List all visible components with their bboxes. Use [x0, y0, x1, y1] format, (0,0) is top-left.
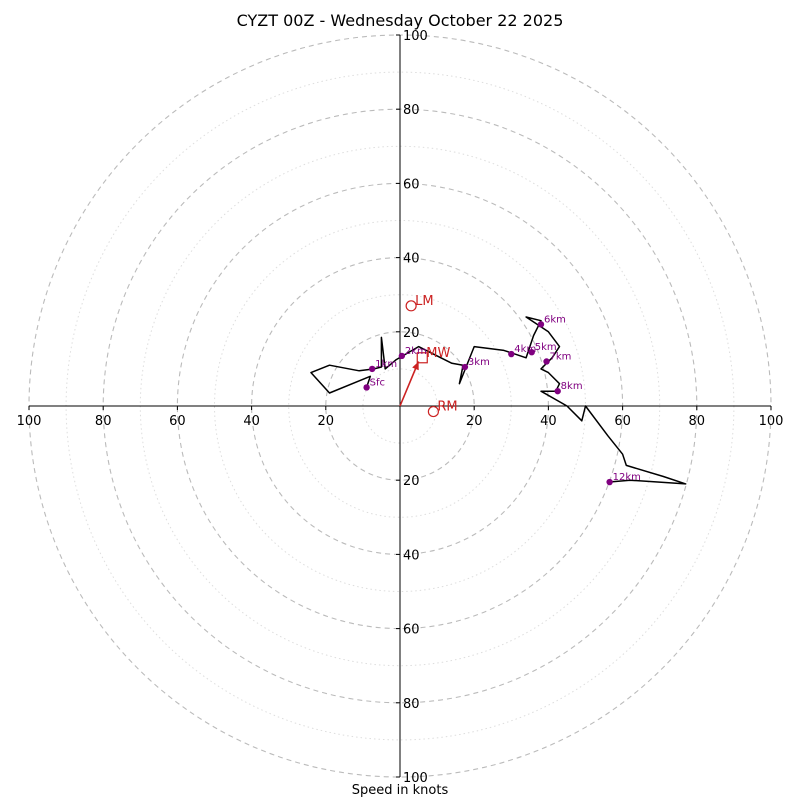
- x-tick-label: 100: [17, 414, 42, 429]
- height-marker-2km: [398, 352, 406, 360]
- height-label-12km: 12km: [613, 472, 641, 483]
- chart-title: CYZT 00Z - Wednesday October 22 2025: [236, 11, 564, 30]
- rm-label: RM: [437, 400, 457, 415]
- height-label-sfc: Sfc: [370, 377, 385, 388]
- height-marker-4km: [508, 350, 515, 358]
- x-tick-label: 40: [540, 414, 557, 429]
- x-tick-label: 80: [689, 414, 706, 429]
- height-marker-8km: [554, 387, 561, 395]
- height-marker-3km: [461, 363, 469, 371]
- y-tick-label: 100: [403, 771, 428, 786]
- height-marker-1km: [368, 365, 376, 373]
- height-label-8km: 8km: [561, 381, 583, 392]
- wind-trace: [310, 316, 687, 485]
- mw-label: MW: [426, 346, 450, 361]
- x-axis-label: Speed in knots: [351, 783, 449, 798]
- x-tick-label: 20: [318, 414, 335, 429]
- x-tick-label: 40: [243, 414, 260, 429]
- height-label-5km: 5km: [535, 342, 557, 353]
- y-tick-label: 40: [403, 252, 420, 267]
- tick-labels: 100 100 80 80 60 60 40 40 20 20 20 20 40 40 60 60 80 80 10…: [17, 29, 784, 786]
- lm-marker: [405, 300, 417, 312]
- height-marker-6km: [537, 321, 545, 328]
- height-label-7km: 7km: [550, 351, 572, 362]
- height-label-1km: 1km: [375, 359, 397, 370]
- mw-marker: [416, 352, 428, 364]
- y-tick-label: 80: [403, 103, 420, 118]
- y-tick-label: 20: [403, 474, 420, 489]
- motion-vector-line: [399, 361, 420, 407]
- y-tick-label: 60: [403, 623, 420, 638]
- height-marker-12km: [606, 478, 613, 486]
- x-tick-label: 20: [466, 414, 483, 429]
- y-tick-label: 100: [403, 29, 428, 44]
- height-label-3km: 3km: [468, 357, 490, 368]
- y-tick-label: 60: [403, 177, 420, 192]
- hodograph-trace-line: [310, 316, 687, 485]
- y-tick-label: 20: [403, 326, 420, 341]
- x-tick-label: 60: [169, 414, 186, 429]
- height-marker-7km: [543, 358, 550, 365]
- height-label-4km: 4km: [514, 344, 536, 355]
- height-label-6km: 6km: [544, 314, 566, 325]
- storm-motion: LM MW RM: [399, 294, 458, 418]
- height-label-2km: 2km: [405, 346, 427, 357]
- motion-vector-arrowhead: [412, 361, 419, 371]
- x-tick-label: 60: [614, 414, 631, 429]
- rm-marker: [427, 405, 439, 418]
- y-tick-label: 80: [403, 697, 420, 712]
- lm-label: LM: [415, 294, 433, 309]
- height-marker-5km: [528, 349, 535, 356]
- x-tick-label: 80: [95, 414, 112, 429]
- height-marker-sfc: [363, 384, 370, 391]
- y-tick-label: 40: [403, 548, 420, 563]
- x-tick-label: 100: [759, 414, 784, 429]
